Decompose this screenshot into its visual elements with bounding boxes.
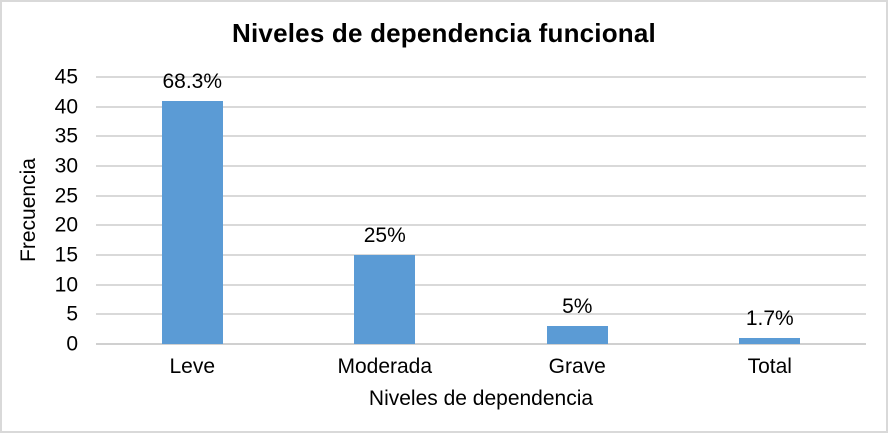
chart-title: Niveles de dependencia funcional	[232, 18, 656, 48]
x-category-label-moderada: Moderada	[337, 355, 433, 378]
data-label-moderada: 25%	[363, 224, 406, 247]
x-category-label-leve: Leve	[169, 355, 216, 378]
gridline	[96, 283, 866, 286]
bar-moderada	[354, 255, 416, 344]
x-axis-title: Niveles de dependencia	[368, 387, 594, 410]
gridline	[96, 194, 866, 197]
y-tick-label: 35	[54, 124, 78, 148]
data-label-leve: 68.3%	[162, 69, 223, 93]
plot-area: 68.3% 25% 5% 1.7%	[96, 70, 866, 345]
data-label-total: 1.7%	[745, 307, 794, 331]
y-tick-label: 20	[54, 213, 78, 237]
gridline	[96, 313, 866, 316]
bar-grave	[546, 326, 608, 344]
y-tick-label: 10	[54, 273, 78, 297]
y-tick-label: 30	[54, 154, 78, 178]
gridline	[96, 254, 866, 256]
bar-total	[739, 338, 801, 344]
gridline	[96, 165, 866, 167]
gridline	[96, 76, 866, 78]
gridline	[96, 105, 866, 108]
y-tick-label: 40	[54, 95, 78, 119]
y-tick-label: 25	[54, 184, 78, 208]
y-tick-label: 0	[66, 332, 78, 356]
gridline	[96, 135, 866, 138]
bar-leve	[161, 100, 223, 344]
x-category-label-total: Total	[747, 355, 792, 378]
gridline	[96, 224, 866, 227]
x-category-label-grave: Grave	[548, 355, 606, 378]
data-label-grave: 5%	[562, 295, 593, 319]
y-tick-label: 45	[54, 65, 78, 89]
y-tick-label: 15	[54, 243, 78, 267]
y-tick-label: 5	[66, 302, 78, 326]
x-axis-line	[96, 343, 866, 345]
